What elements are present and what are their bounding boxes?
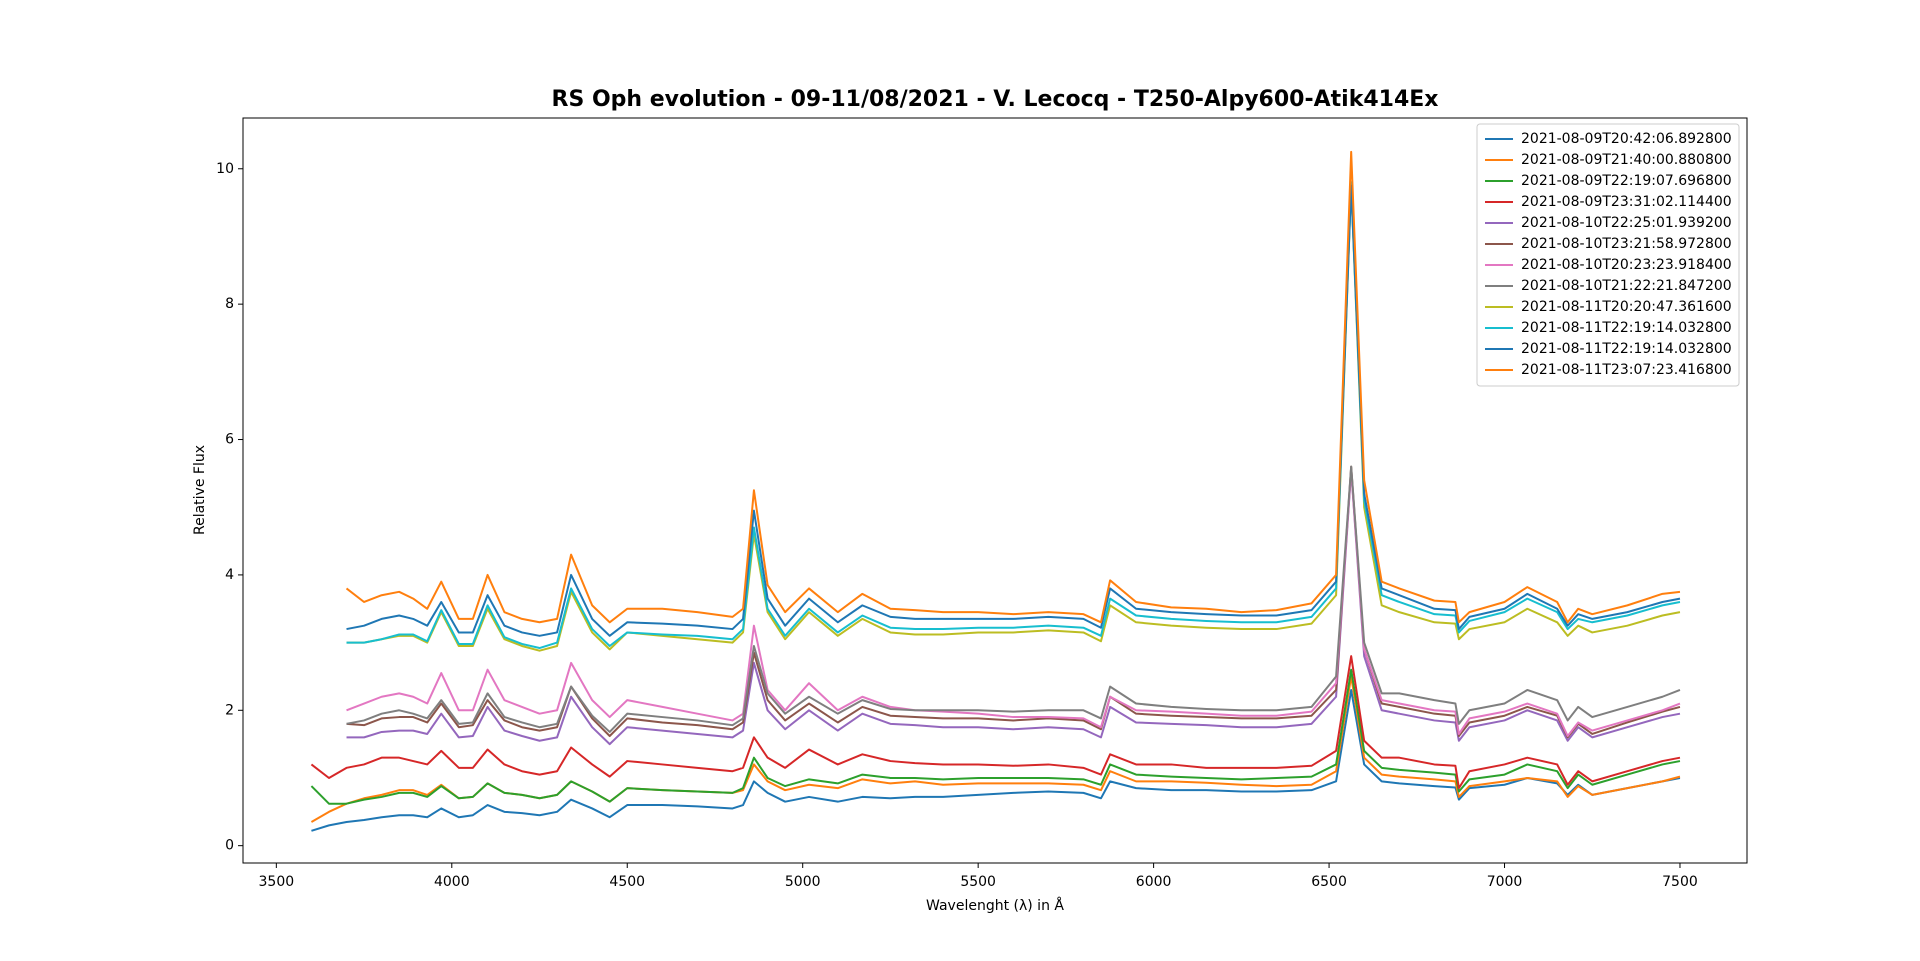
chart-title: RS Oph evolution - 09-11/08/2021 - V. Le… [552, 87, 1439, 112]
legend-label: 2021-08-10T20:23:23.918400 [1521, 257, 1732, 273]
y-tick-label: 4 [225, 567, 234, 583]
legend-label: 2021-08-09T20:42:06.892800 [1521, 131, 1732, 147]
y-tick-label: 6 [225, 432, 234, 448]
series-line [346, 468, 1681, 746]
series-line [346, 465, 1681, 739]
x-tick-label: 4000 [434, 874, 470, 890]
series-line [345, 150, 1681, 624]
series-line [346, 181, 1681, 650]
x-tick-label: 6500 [1311, 874, 1347, 890]
x-tick-label: 3500 [259, 874, 295, 890]
series-line [346, 468, 1681, 738]
plot-frame [242, 117, 1748, 864]
legend-label: 2021-08-09T23:31:02.114400 [1521, 194, 1732, 210]
x-tick-label: 5000 [785, 874, 821, 890]
legend-label: 2021-08-11T22:19:14.032800 [1521, 341, 1732, 357]
x-tick-label: 4500 [609, 874, 645, 890]
x-tick-label: 7000 [1487, 874, 1523, 890]
legend-label: 2021-08-10T21:22:21.847200 [1521, 278, 1732, 294]
legend-label: 2021-08-10T23:21:58.972800 [1521, 236, 1732, 252]
y-tick-label: 2 [225, 702, 234, 718]
legend-label: 2021-08-11T22:19:14.032800 [1521, 320, 1732, 336]
legend-label: 2021-08-11T23:07:23.416800 [1521, 362, 1732, 378]
legend-label: 2021-08-09T22:19:07.696800 [1521, 173, 1732, 189]
x-tick-label: 5500 [960, 874, 996, 890]
series-line [346, 184, 1681, 637]
legend-box [1476, 123, 1740, 387]
y-tick-label: 10 [216, 161, 234, 177]
y-axis-label: Relative Flux [192, 445, 208, 535]
legend-label: 2021-08-11T20:20:47.361600 [1521, 299, 1732, 315]
series-line [346, 465, 1681, 733]
y-tick-label: 8 [225, 296, 234, 312]
series-line [346, 184, 1681, 652]
series-line [310, 655, 1681, 790]
legend-label: 2021-08-10T22:25:01.939200 [1521, 215, 1732, 231]
x-tick-label: 7500 [1662, 874, 1698, 890]
legend-label: 2021-08-09T21:40:00.880800 [1521, 152, 1732, 168]
x-tick-label: 6000 [1136, 874, 1172, 890]
y-tick-label: 0 [225, 838, 234, 854]
x-axis-label: Wavelenght (λ) in Å [926, 897, 1064, 914]
